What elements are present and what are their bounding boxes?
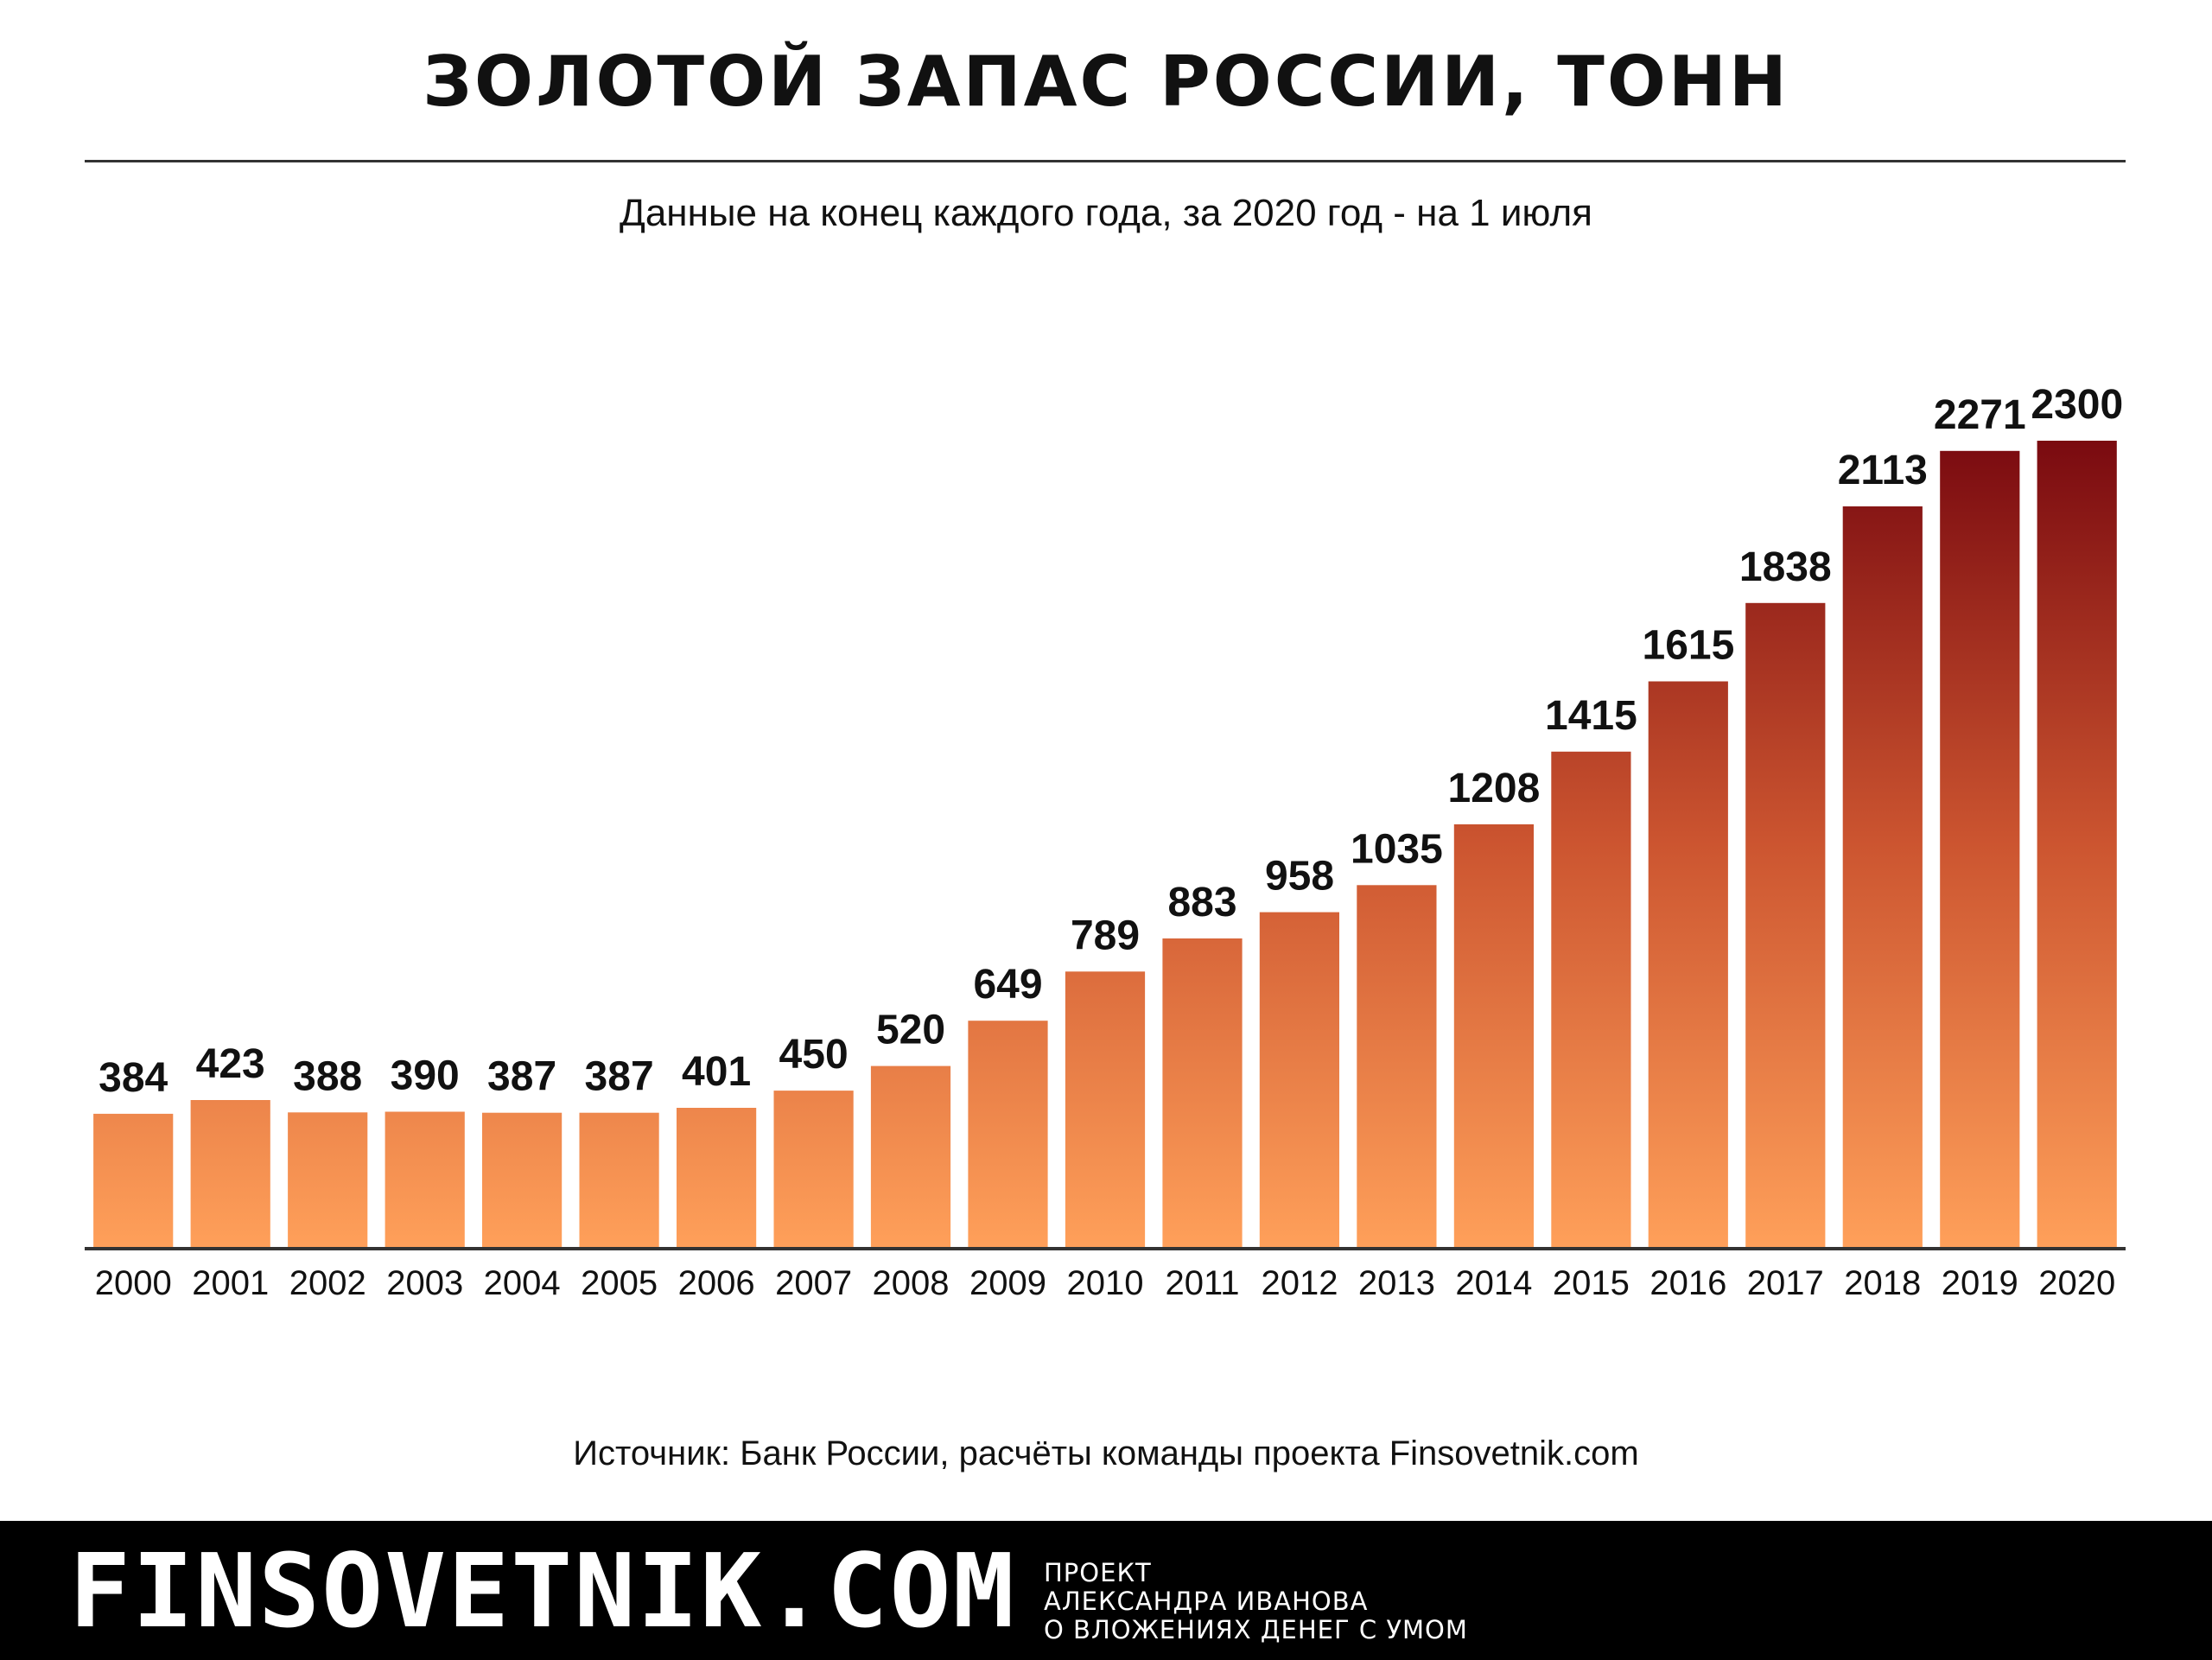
- value-label-2004: 387: [487, 1054, 556, 1100]
- value-labels-group: 384 423 388 390 387 387 401 450 520 649 789 883 958 1…: [99, 382, 2123, 1101]
- bar-2014: [1453, 824, 1534, 1249]
- x-tick-2013: 2013: [1358, 1264, 1435, 1302]
- brand-logo-text[interactable]: FINSOVETNIK.COM: [69, 1531, 1016, 1650]
- x-tick-2017: 2017: [1747, 1264, 1824, 1302]
- x-tick-2001: 2001: [192, 1264, 269, 1302]
- value-label-2005: 387: [585, 1054, 654, 1100]
- x-tick-2002: 2002: [289, 1264, 366, 1302]
- bar-2015: [1551, 751, 1631, 1249]
- value-label-2015: 1415: [1545, 693, 1637, 739]
- x-tick-2016: 2016: [1649, 1264, 1726, 1302]
- x-tick-2008: 2008: [873, 1264, 950, 1302]
- x-tick-2020: 2020: [2038, 1264, 2115, 1302]
- bar-2009: [968, 1021, 1048, 1249]
- x-tick-2007: 2007: [775, 1264, 852, 1302]
- x-tick-2009: 2009: [969, 1264, 1046, 1302]
- bar-2012: [1259, 912, 1339, 1249]
- x-tick-labels-group: 2000 2001 2002 2003 2004 2005 2006 2007 2008 2009…: [95, 1264, 2116, 1302]
- x-tick-2018: 2018: [1844, 1264, 1921, 1302]
- x-tick-2000: 2000: [95, 1264, 172, 1302]
- bar-2006: [677, 1108, 757, 1249]
- bars-group: [93, 441, 2117, 1250]
- value-label-2002: 388: [293, 1053, 362, 1099]
- bar-2017: [1745, 602, 1826, 1249]
- x-tick-2003: 2003: [386, 1264, 463, 1302]
- title-divider: [85, 160, 2126, 162]
- x-tick-2010: 2010: [1067, 1264, 1144, 1302]
- value-label-2019: 2271: [1934, 392, 2026, 438]
- tagline-line-3: О ВЛОЖЕНИЯХ ДЕНЕГ С УМОМ: [1044, 1615, 1468, 1644]
- bar-2013: [1357, 885, 1437, 1250]
- bar-chart: 384 423 388 390 387 387 401 450 520 649 789 883 958 1…: [85, 382, 2126, 1302]
- bar-2001: [190, 1100, 270, 1249]
- tagline-line-1: ПРОЕКТ: [1044, 1558, 1152, 1587]
- tagline-line-2: АЛЕКСАНДРА ИВАНОВА: [1044, 1587, 1369, 1616]
- value-label-2014: 1208: [1448, 766, 1541, 811]
- value-label-2008: 520: [876, 1008, 945, 1053]
- bar-2003: [385, 1111, 465, 1249]
- bar-2007: [773, 1091, 854, 1249]
- value-label-2010: 789: [1071, 913, 1140, 958]
- footer-bar: FINSOVETNIK.COM ПРОЕКТ АЛЕКСАНДРА ИВАНОВ…: [0, 1521, 2212, 1660]
- x-tick-2011: 2011: [1165, 1264, 1239, 1302]
- bar-2011: [1162, 938, 1243, 1249]
- value-label-2018: 2113: [1838, 448, 1928, 493]
- x-tick-2012: 2012: [1262, 1264, 1338, 1302]
- value-label-2012: 958: [1265, 854, 1334, 900]
- bar-2005: [579, 1112, 659, 1249]
- value-label-2006: 401: [682, 1049, 751, 1095]
- chart-subtitle: Данные на конец каждого года, за 2020 го…: [620, 192, 1592, 234]
- bar-2020: [2037, 441, 2117, 1249]
- value-label-2001: 423: [196, 1041, 265, 1087]
- bar-2016: [1648, 681, 1728, 1249]
- x-tick-2019: 2019: [1942, 1264, 2018, 1302]
- value-label-2011: 883: [1167, 880, 1236, 925]
- value-label-2000: 384: [99, 1055, 168, 1101]
- value-label-2017: 1838: [1739, 544, 1832, 590]
- value-label-2020: 2300: [2031, 382, 2123, 428]
- x-tick-2005: 2005: [581, 1264, 658, 1302]
- bar-2004: [482, 1112, 563, 1249]
- bar-2000: [93, 1113, 174, 1249]
- value-label-2013: 1035: [1351, 826, 1443, 872]
- bar-2010: [1065, 971, 1146, 1249]
- value-label-2003: 390: [391, 1053, 460, 1099]
- x-tick-2014: 2014: [1455, 1264, 1532, 1302]
- bar-2018: [1842, 506, 1923, 1249]
- value-label-2007: 450: [779, 1032, 849, 1078]
- chart-title: ЗОЛОТОЙ ЗАПАС РОССИИ, ТОНН: [423, 41, 1789, 122]
- x-tick-2015: 2015: [1553, 1264, 1630, 1302]
- bar-2002: [288, 1112, 368, 1249]
- bar-2008: [870, 1065, 951, 1249]
- value-label-2016: 1615: [1643, 623, 1735, 669]
- brand-tagline: ПРОЕКТ АЛЕКСАНДРА ИВАНОВА О ВЛОЖЕНИЯХ ДЕ…: [1044, 1559, 1468, 1644]
- source-note: Источник: Банк России, расчёты команды п…: [573, 1434, 1639, 1472]
- value-label-2009: 649: [973, 962, 1042, 1008]
- bar-2019: [1940, 450, 2020, 1249]
- x-tick-2006: 2006: [678, 1264, 755, 1302]
- x-tick-2004: 2004: [484, 1264, 561, 1302]
